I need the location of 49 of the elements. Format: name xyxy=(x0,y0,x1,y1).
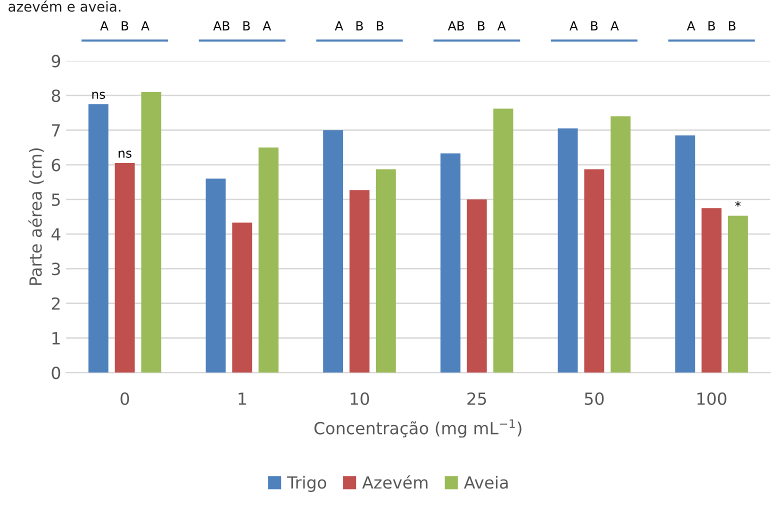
x-tick-label: 0 xyxy=(120,392,129,405)
y-tick-label: 1 xyxy=(52,332,60,344)
bar xyxy=(88,104,108,373)
x-tick-label: 10 xyxy=(350,392,369,405)
text: AB B A xyxy=(448,21,506,30)
bar xyxy=(232,222,252,373)
y-tick-label: 8 xyxy=(52,89,60,102)
text: A B B xyxy=(334,21,384,30)
y-tick-label: 7 xyxy=(52,124,60,136)
bar xyxy=(728,216,748,373)
bar xyxy=(466,199,487,373)
text: A B A xyxy=(100,21,150,30)
bar xyxy=(114,163,135,373)
text: AB B A xyxy=(213,21,272,30)
text: A B B xyxy=(686,21,736,30)
x-axis-title: Concentração (mg mL$^{−1}$) xyxy=(314,419,522,438)
bar xyxy=(675,135,696,373)
bar xyxy=(558,128,578,373)
x-tick-label: 25 xyxy=(467,392,486,405)
bar xyxy=(440,153,460,373)
y-tick-label: 0 xyxy=(52,366,60,380)
y-tick-label: 4 xyxy=(51,228,60,240)
bar xyxy=(350,190,370,373)
bar xyxy=(258,147,279,373)
y-tick-label: 3 xyxy=(52,262,60,276)
bar xyxy=(323,130,344,373)
y-tick-label: 9 xyxy=(52,54,60,68)
legend-label: Trigo xyxy=(287,476,326,492)
bar xyxy=(702,208,722,373)
y-axis-title: Parte aérea (cm) xyxy=(28,148,44,285)
x-tick-label: 100 xyxy=(697,392,726,405)
x-tick-label: 1 xyxy=(238,392,246,405)
y-tick-label: 2 xyxy=(52,297,60,310)
data-label: * xyxy=(735,201,741,207)
bar xyxy=(584,169,604,373)
bar xyxy=(493,108,514,373)
bar xyxy=(610,116,631,373)
text: azevém e aveia. xyxy=(8,0,120,12)
text: A B A xyxy=(570,21,619,30)
y-tick-label: 6 xyxy=(52,158,60,172)
bar xyxy=(141,92,162,373)
x-tick-label: 50 xyxy=(584,392,604,405)
data-label: ns xyxy=(118,150,132,158)
legend-label: Aveia xyxy=(464,476,508,489)
y-tick-label: 5 xyxy=(52,194,60,206)
bar xyxy=(206,178,226,373)
legend-label: Azevém xyxy=(362,475,428,489)
data-label: ns xyxy=(92,92,106,99)
bar xyxy=(376,169,396,373)
